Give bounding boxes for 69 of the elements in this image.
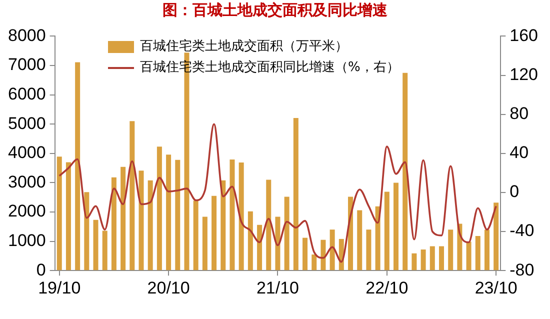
bar bbox=[248, 211, 253, 270]
y-tick-label: 2000 bbox=[8, 202, 46, 221]
y-tick-label: 1000 bbox=[8, 230, 46, 250]
bar bbox=[494, 202, 499, 270]
bar bbox=[56, 156, 62, 270]
x-tick-label: 23/10 bbox=[474, 278, 518, 298]
y2-tick-label: -80 bbox=[510, 260, 534, 280]
bar bbox=[284, 196, 290, 270]
bar bbox=[156, 146, 162, 270]
bar bbox=[484, 230, 490, 270]
bar bbox=[420, 250, 426, 270]
bar bbox=[438, 246, 444, 270]
bar bbox=[266, 180, 272, 270]
bar bbox=[430, 246, 435, 270]
x-tick-label: 21/10 bbox=[256, 278, 299, 298]
y2-tick-label: 160 bbox=[510, 26, 538, 45]
bar bbox=[230, 160, 235, 270]
x-tick-label: 20/10 bbox=[147, 278, 190, 298]
bar bbox=[394, 182, 399, 270]
bar bbox=[130, 121, 135, 270]
bar bbox=[384, 192, 390, 270]
y-tick-label: 3000 bbox=[8, 172, 46, 192]
y2-tick-label: 40 bbox=[510, 143, 529, 162]
bar bbox=[102, 230, 108, 270]
bar bbox=[466, 242, 472, 270]
legend-label: 百城住宅类土地成交面积（万平米） bbox=[140, 38, 348, 56]
y-tick-label: 5000 bbox=[8, 114, 46, 133]
bar bbox=[220, 180, 226, 270]
bar bbox=[175, 160, 180, 270]
line-series bbox=[58, 123, 497, 263]
bar bbox=[357, 210, 362, 270]
bar bbox=[320, 240, 326, 270]
bar bbox=[330, 230, 335, 270]
y-tick-label: 6000 bbox=[8, 84, 46, 104]
y-tick-label: 8000 bbox=[8, 26, 46, 45]
bar bbox=[75, 62, 80, 270]
bar bbox=[448, 230, 454, 270]
bar bbox=[212, 196, 217, 270]
y-tick-label: 4000 bbox=[8, 143, 46, 162]
bar bbox=[193, 200, 198, 270]
y-tick-label: 0 bbox=[36, 260, 46, 280]
y2-tick-label: -40 bbox=[510, 221, 534, 240]
bar bbox=[93, 220, 98, 270]
bar bbox=[302, 238, 308, 270]
bar bbox=[475, 236, 480, 270]
bar bbox=[111, 177, 116, 270]
bar bbox=[293, 118, 298, 270]
y2-tick-label: 0 bbox=[510, 182, 520, 202]
bar bbox=[120, 166, 126, 270]
bar bbox=[275, 216, 280, 270]
y2-tick-label: 120 bbox=[510, 64, 538, 84]
bar bbox=[138, 170, 144, 270]
bar bbox=[257, 224, 262, 270]
bar bbox=[148, 180, 153, 270]
bar bbox=[238, 162, 244, 270]
bar bbox=[412, 253, 417, 270]
x-tick-label: 22/10 bbox=[366, 278, 408, 298]
bar bbox=[402, 72, 408, 270]
y-tick-label: 7000 bbox=[8, 55, 46, 74]
y2-tick-label: 80 bbox=[510, 104, 529, 124]
bar bbox=[202, 216, 208, 270]
chart-title: 图：百城土地成交面积及同比增速 bbox=[162, 0, 388, 20]
bar bbox=[166, 154, 172, 270]
bar bbox=[375, 206, 380, 270]
bar bbox=[312, 254, 317, 270]
bar bbox=[66, 162, 71, 270]
x-tick-label: 19/10 bbox=[38, 278, 81, 298]
bar bbox=[84, 192, 90, 270]
bar bbox=[366, 230, 372, 270]
